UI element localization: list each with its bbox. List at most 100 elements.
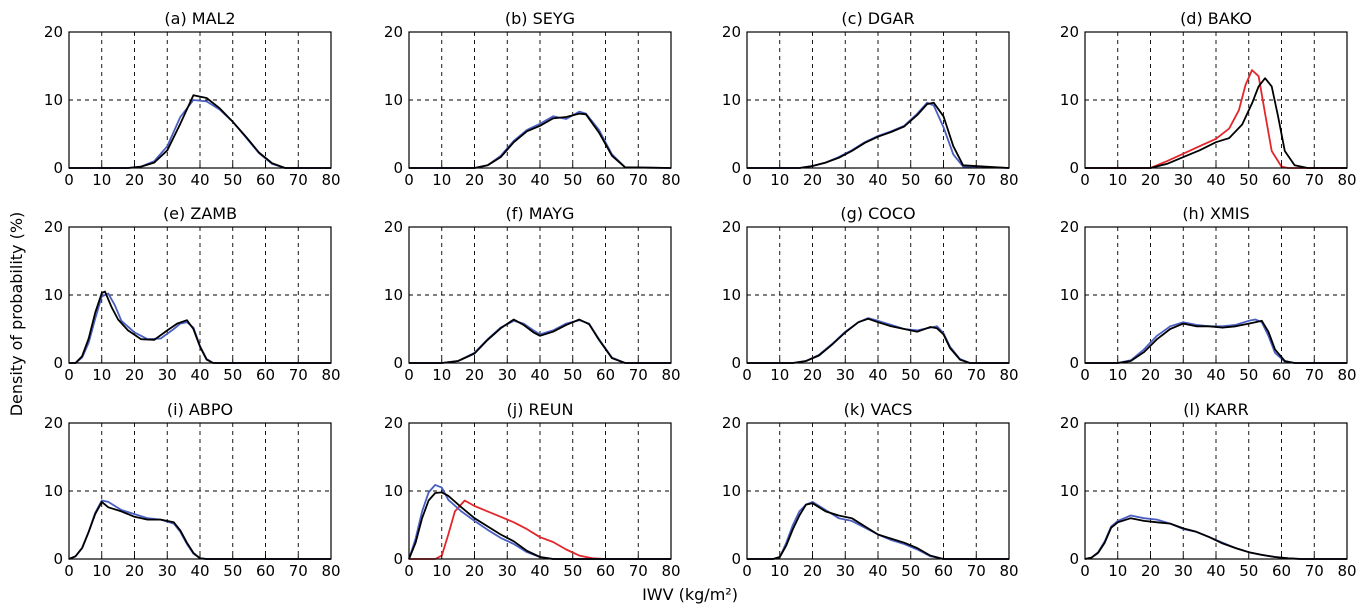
y-tick-label: 0 — [731, 354, 741, 372]
x-tick-label: 70 — [289, 171, 308, 189]
x-tick-label: 40 — [868, 562, 887, 580]
x-tick-label: 80 — [661, 562, 680, 580]
x-tick-label: 10 — [92, 562, 111, 580]
x-tick-label: 40 — [530, 366, 549, 384]
x-tick-label: 60 — [934, 171, 953, 189]
x-tick-label: 40 — [1206, 366, 1225, 384]
x-tick-label: 30 — [1174, 366, 1193, 384]
panel-title: (e) ZAMB — [163, 204, 237, 223]
x-tick-label: 10 — [770, 562, 789, 580]
y-tick-label: 0 — [393, 550, 403, 568]
x-tick-label: 0 — [64, 562, 74, 580]
x-tick-label: 70 — [1305, 562, 1324, 580]
x-tick-label: 10 — [1108, 562, 1127, 580]
x-tick-label: 70 — [289, 366, 308, 384]
y-tick-label: 20 — [44, 218, 63, 236]
y-tick-label: 10 — [384, 286, 403, 304]
x-axis-label: IWV (kg/m²) — [642, 585, 738, 604]
panel-4: 0 10 20 30 40 50 60 70 80 0 10 20 (e) ZAMB — [44, 204, 341, 384]
x-tick-label: 80 — [661, 366, 680, 384]
x-tick-label: 10 — [432, 366, 451, 384]
x-tick-label: 80 — [999, 171, 1018, 189]
series-line-black — [409, 112, 672, 169]
x-tick-label: 30 — [1174, 562, 1193, 580]
panel-title: (g) COCO — [840, 204, 915, 223]
x-tick-label: 80 — [661, 171, 680, 189]
x-tick-label: 60 — [596, 171, 615, 189]
x-tick-label: 40 — [1206, 171, 1225, 189]
x-tick-label: 0 — [1080, 366, 1090, 384]
y-tick-label: 10 — [722, 91, 741, 109]
series-line-blue — [69, 99, 331, 169]
panel-title: (l) KARR — [1183, 400, 1248, 419]
x-tick-label: 0 — [1080, 171, 1090, 189]
grid-lines — [747, 423, 1009, 559]
panel-title: (k) VACS — [844, 400, 913, 419]
panel-title: (h) XMIS — [1182, 204, 1249, 223]
series-line-blue — [69, 292, 331, 364]
x-tick-label: 60 — [256, 366, 275, 384]
panel-7: 0 10 20 30 40 50 60 70 80 0 10 20 (h) XMIS — [1060, 204, 1357, 384]
series-line-black — [747, 101, 1010, 169]
x-tick-label: 80 — [1337, 562, 1356, 580]
x-tick-label: 60 — [1272, 171, 1291, 189]
y-tick-label: 0 — [1069, 159, 1079, 177]
x-tick-label: 50 — [1239, 171, 1258, 189]
x-tick-label: 40 — [868, 171, 887, 189]
x-tick-label: 30 — [836, 171, 855, 189]
x-tick-label: 80 — [321, 366, 340, 384]
x-tick-label: 50 — [563, 171, 582, 189]
x-tick-label: 60 — [256, 171, 275, 189]
grid-lines — [69, 423, 331, 559]
y-tick-label: 20 — [1060, 218, 1079, 236]
x-tick-label: 10 — [770, 171, 789, 189]
x-tick-label: 60 — [596, 562, 615, 580]
x-tick-label: 10 — [1108, 171, 1127, 189]
x-tick-label: 30 — [498, 171, 517, 189]
y-tick-label: 20 — [384, 23, 403, 41]
y-tick-label: 20 — [722, 23, 741, 41]
x-tick-label: 60 — [934, 366, 953, 384]
y-tick-label: 10 — [384, 91, 403, 109]
x-tick-label: 50 — [1239, 366, 1258, 384]
x-tick-label: 20 — [1141, 366, 1160, 384]
series-line-black — [1085, 319, 1347, 364]
panel-2: 0 10 20 30 40 50 60 70 80 0 10 20 (c) DGAR — [722, 9, 1019, 189]
panel-title: (f) MAYG — [506, 204, 575, 223]
panel-title: (c) DGAR — [841, 9, 914, 28]
x-tick-label: 50 — [901, 171, 920, 189]
x-tick-label: 0 — [64, 171, 74, 189]
x-tick-label: 50 — [223, 366, 242, 384]
x-tick-label: 0 — [404, 562, 414, 580]
y-tick-label: 20 — [44, 23, 63, 41]
panel-3: 0 10 20 30 40 50 60 70 80 0 10 20 (d) BAKO — [1060, 9, 1357, 189]
x-tick-label: 60 — [256, 562, 275, 580]
x-tick-label: 50 — [901, 562, 920, 580]
grid-lines — [747, 32, 1009, 168]
x-tick-label: 30 — [836, 366, 855, 384]
x-tick-label: 10 — [92, 366, 111, 384]
series-line-black — [747, 502, 1009, 560]
series-line-blue — [747, 500, 1009, 560]
x-tick-label: 70 — [629, 562, 648, 580]
x-tick-label: 20 — [125, 562, 144, 580]
x-tick-label: 70 — [289, 562, 308, 580]
panel-11: 0 10 20 30 40 50 60 70 80 0 10 20 (l) KARR — [1060, 400, 1357, 580]
y-tick-label: 20 — [1060, 414, 1079, 432]
y-tick-label: 10 — [44, 482, 63, 500]
x-tick-label: 80 — [321, 171, 340, 189]
panels-group: 0 10 20 30 40 50 60 70 80 0 10 20 (a) MAL2 0 10 20 30 40 5… — [44, 9, 1357, 580]
x-tick-label: 20 — [465, 366, 484, 384]
panel-0: 0 10 20 30 40 50 60 70 80 0 10 20 (a) MAL2 — [44, 9, 341, 189]
grid-lines — [409, 423, 671, 559]
panel-title: (b) SEYG — [505, 9, 575, 28]
series-line-black — [1085, 77, 1347, 169]
x-tick-label: 70 — [967, 562, 986, 580]
x-tick-label: 40 — [530, 562, 549, 580]
x-tick-label: 20 — [803, 171, 822, 189]
x-tick-label: 40 — [190, 366, 209, 384]
panel-10: 0 10 20 30 40 50 60 70 80 0 10 20 (k) VACS — [722, 400, 1019, 580]
x-tick-label: 10 — [770, 366, 789, 384]
x-tick-label: 30 — [1174, 171, 1193, 189]
